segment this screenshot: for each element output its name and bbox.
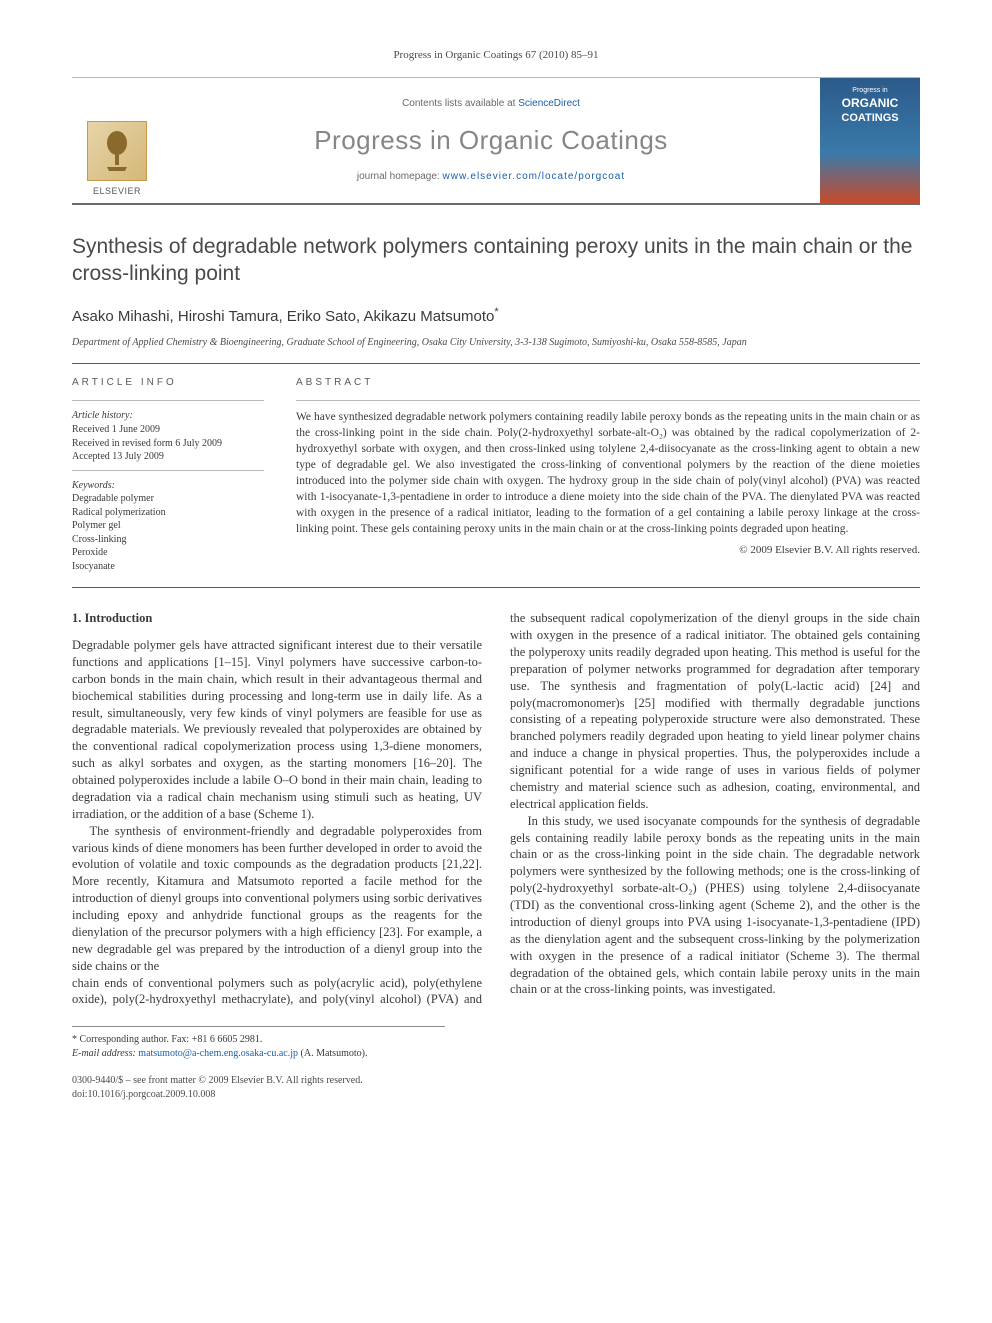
affiliation: Department of Applied Chemistry & Bioeng… (72, 336, 920, 350)
publisher-block: ELSEVIER (72, 78, 162, 203)
publisher-name: ELSEVIER (93, 185, 141, 197)
footnote-email-label: E-mail address: (72, 1048, 136, 1059)
keywords-block: Keywords: Degradable polymer Radical pol… (72, 479, 264, 574)
journal-title: Progress in Organic Coatings (314, 123, 668, 158)
divider-bottom (72, 587, 920, 588)
article-title: Synthesis of degradable network polymers… (72, 233, 920, 288)
keyword-item: Polymer gel (72, 519, 264, 533)
author-names: Asako Mihashi, Hiroshi Tamura, Eriko Sat… (72, 308, 494, 325)
abstract-label: abstract (296, 376, 920, 390)
info-underline (72, 400, 264, 401)
article-info-label: article info (72, 376, 264, 390)
elsevier-tree-icon (87, 121, 147, 181)
footnote-email-who: (A. Matsumoto). (301, 1048, 368, 1059)
contents-available-line: Contents lists available at ScienceDirec… (402, 97, 580, 111)
footnote-corr-line: * Corresponding author. Fax: +81 6 6605 … (72, 1033, 445, 1047)
abstract-block: abstract We have synthesized degradable … (296, 376, 920, 573)
divider-top (72, 363, 920, 364)
keyword-item: Cross-linking (72, 533, 264, 547)
keyword-item: Peroxide (72, 546, 264, 560)
history-received: Received 1 June 2009 (72, 423, 264, 437)
keywords-label: Keywords: (72, 479, 264, 493)
history-accepted: Accepted 13 July 2009 (72, 450, 264, 464)
history-label: Article history: (72, 409, 264, 423)
keyword-item: Radical polymerization (72, 506, 264, 520)
keyword-item: Degradable polymer (72, 492, 264, 506)
cover-bot-text: COATINGS (841, 111, 898, 126)
body-paragraph: The synthesis of environment-friendly an… (72, 823, 482, 975)
journal-homepage-link[interactable]: www.elsevier.com/locate/porgcoat (443, 171, 626, 182)
contents-prefix: Contents lists available at (402, 98, 518, 109)
corresponding-author-footnote: * Corresponding author. Fax: +81 6 6605 … (72, 1026, 445, 1060)
abstract-copyright: © 2009 Elsevier B.V. All rights reserved… (296, 543, 920, 558)
body-paragraph: Degradable polymer gels have attracted s… (72, 637, 482, 823)
cover-top-text: Progress in (852, 86, 887, 95)
cover-mid-text: ORGANIC (842, 95, 899, 111)
running-head-citation: Progress in Organic Coatings 67 (2010) 8… (72, 48, 920, 63)
issn-line: 0300-9440/$ – see front matter © 2009 El… (72, 1074, 920, 1088)
abstract-text: We have synthesized degradable network p… (296, 409, 920, 538)
article-meta-row: article info Article history: Received 1… (72, 376, 920, 573)
corresponding-mark: * (494, 306, 498, 318)
body-paragraph: In this study, we used isocyanate compou… (510, 813, 920, 999)
journal-cover-thumb: Progress in ORGANIC COATINGS (820, 78, 920, 203)
doi-line: doi:10.1016/j.porgcoat.2009.10.008 (72, 1088, 920, 1102)
article-info-block: article info Article history: Received 1… (72, 376, 264, 573)
abstract-underline (296, 400, 920, 401)
author-list: Asako Mihashi, Hiroshi Tamura, Eriko Sat… (72, 305, 920, 327)
journal-masthead: ELSEVIER Contents lists available at Sci… (72, 77, 920, 205)
homepage-prefix: journal homepage: (357, 171, 443, 182)
history-revised: Received in revised form 6 July 2009 (72, 437, 264, 451)
homepage-line: journal homepage: www.elsevier.com/locat… (357, 170, 625, 184)
article-history: Article history: Received 1 June 2009 Re… (72, 409, 264, 471)
page-footer-meta: 0300-9440/$ – see front matter © 2009 El… (72, 1074, 920, 1101)
masthead-center: Contents lists available at ScienceDirec… (162, 78, 820, 203)
sciencedirect-link[interactable]: ScienceDirect (518, 98, 580, 109)
article-body: 1. Introduction Degradable polymer gels … (72, 610, 920, 1008)
corresponding-email-link[interactable]: matsumoto@a-chem.eng.osaka-cu.ac.jp (138, 1048, 298, 1059)
keyword-item: Isocyanate (72, 560, 264, 574)
footnote-email-line: E-mail address: matsumoto@a-chem.eng.osa… (72, 1047, 445, 1061)
section-heading-intro: 1. Introduction (72, 610, 482, 627)
